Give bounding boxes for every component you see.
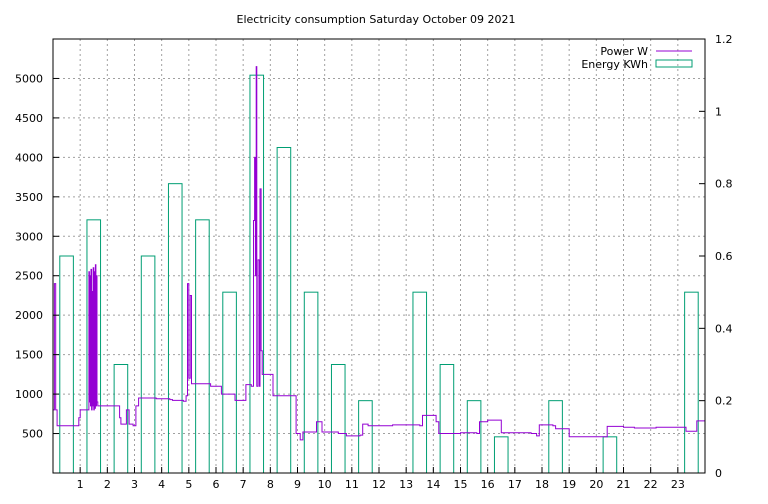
- x-tick-label: 5: [185, 478, 192, 491]
- y-tick-label: 2000: [15, 309, 43, 322]
- y-tick-label: 1500: [15, 349, 43, 362]
- energy-bar: [59, 255, 74, 474]
- x-tick-label: 19: [562, 478, 576, 491]
- legend-label-power: Power W: [600, 45, 648, 58]
- chart-title: Electricity consumption Saturday October…: [237, 13, 516, 26]
- x-tick-label: 7: [240, 478, 247, 491]
- y-tick-label: 4500: [15, 112, 43, 125]
- x-tick-label: 10: [318, 478, 332, 491]
- y2-tick-label: 0.8: [715, 178, 733, 191]
- energy-bar: [303, 291, 319, 474]
- x-tick-label: 17: [508, 478, 522, 491]
- energy-bar: [466, 400, 482, 474]
- y-tick-label: 2500: [15, 270, 43, 283]
- x-tick-label: 23: [671, 478, 685, 491]
- y2-tick-label: 1.2: [715, 33, 733, 46]
- y-tick-label: 3000: [15, 230, 43, 243]
- y-tick-label: 5000: [15, 72, 43, 85]
- x-tick-label: 9: [294, 478, 301, 491]
- y-tick-label: 1000: [15, 388, 43, 401]
- energy-bar: [684, 291, 699, 474]
- x-tick-label: 8: [267, 478, 274, 491]
- y2-tick-label: 0.6: [715, 250, 733, 263]
- energy-bar: [195, 219, 210, 474]
- energy-bar: [358, 400, 373, 474]
- x-tick-label: 14: [426, 478, 440, 491]
- y-tick-label: 3500: [15, 191, 43, 204]
- legend: Power W Energy KWh: [581, 45, 693, 71]
- x-tick-label: 22: [644, 478, 658, 491]
- x-tick-labels: 1 2 3 4 5 6 7 8 9 10 11 12 13 14 15 16 17 18 19 20 21 22 23: [77, 467, 685, 491]
- y2-tick-label: 0: [715, 467, 722, 480]
- y2-tick-label: 0.2: [715, 395, 733, 408]
- legend-label-energy: Energy KWh: [581, 58, 648, 71]
- energy-bar: [548, 400, 563, 474]
- energy-bar: [439, 364, 455, 474]
- energy-bar: [330, 364, 346, 474]
- x-tick-label: 20: [589, 478, 603, 491]
- y2-tick-label: 1: [715, 105, 722, 118]
- x-tick-label: 11: [345, 478, 359, 491]
- energy-bar: [493, 436, 509, 474]
- x-tick-label: 18: [535, 478, 549, 491]
- x-tick-label: 16: [481, 478, 495, 491]
- y-tick-label: 4000: [15, 151, 43, 164]
- y-tick-label: 500: [22, 428, 43, 441]
- energy-bar: [602, 436, 618, 474]
- x-tick-label: 6: [213, 478, 220, 491]
- x-tick-label: 3: [131, 478, 138, 491]
- x-tick-label: 15: [454, 478, 468, 491]
- energy-bar: [167, 183, 183, 474]
- energy-bar: [222, 291, 237, 474]
- y2-tick-label: 0.4: [715, 322, 733, 335]
- x-tick-label: 21: [617, 478, 631, 491]
- legend-swatch-energy: [655, 59, 693, 68]
- x-tick-label: 13: [399, 478, 413, 491]
- x-tick-label: 12: [372, 478, 386, 491]
- y2-tick-labels: 0 0.2 0.4 0.6 0.8 1 1.2: [699, 33, 733, 480]
- x-tick-label: 4: [158, 478, 165, 491]
- energy-bar: [412, 291, 428, 474]
- energy-bar: [140, 255, 156, 474]
- x-tick-label: 1: [77, 478, 84, 491]
- y-tick-labels: 500 1000 1500 2000 2500 3000 3500 4000 4500 5000: [15, 72, 59, 441]
- grid: [53, 39, 705, 473]
- power-line: [53, 66, 706, 441]
- x-tick-label: 2: [104, 478, 111, 491]
